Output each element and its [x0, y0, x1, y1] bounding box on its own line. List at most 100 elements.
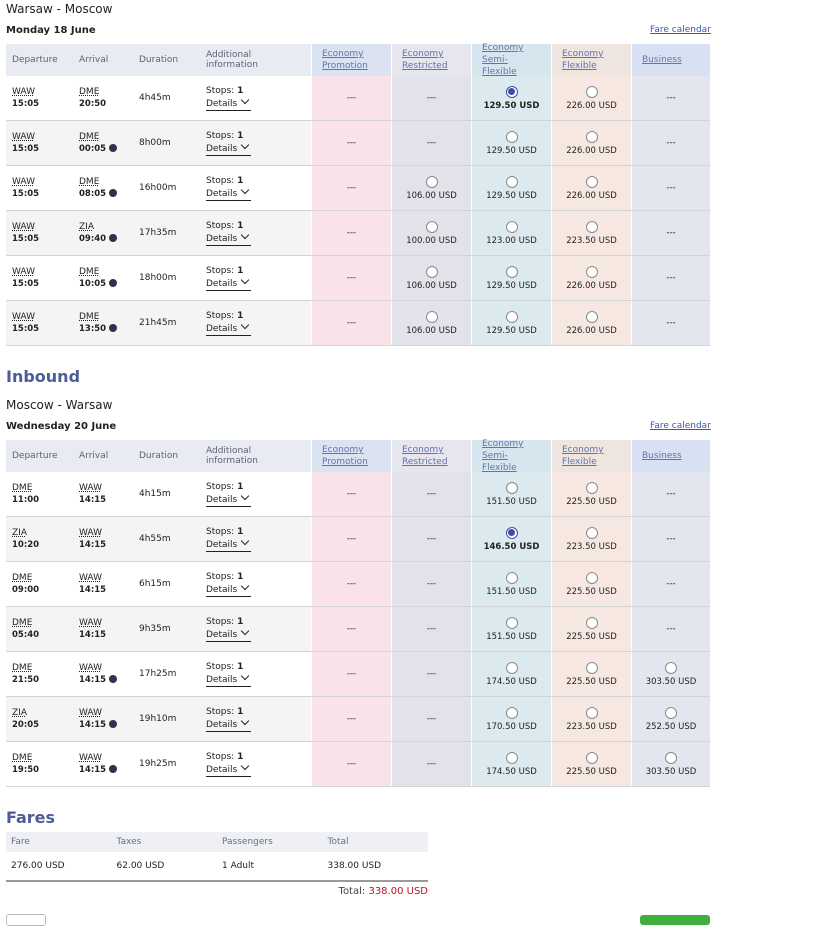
radio-button[interactable] [505, 310, 518, 323]
fare-class-header[interactable]: Business [631, 44, 710, 76]
radio-button[interactable] [505, 481, 518, 494]
radio-button[interactable] [585, 310, 598, 323]
radio-button[interactable] [505, 706, 518, 719]
radio-button[interactable] [425, 175, 438, 188]
radio-button[interactable] [585, 175, 598, 188]
radio-button[interactable] [585, 130, 598, 143]
radio-button[interactable] [585, 661, 598, 674]
radio-button[interactable] [425, 220, 438, 233]
stops-count: 1 [237, 572, 244, 582]
radio-button[interactable] [665, 706, 677, 719]
radio-button[interactable] [505, 265, 518, 278]
fare-price: 129.50 USD [486, 280, 537, 291]
radio-button[interactable] [585, 751, 598, 764]
continue-button[interactable] [640, 915, 710, 925]
stops-label: Stops: [206, 617, 235, 627]
radio-button[interactable] [505, 661, 518, 674]
departure-cell: DME 19:50 [6, 742, 73, 786]
radio-button[interactable] [585, 706, 598, 719]
details-link[interactable]: Details [206, 140, 252, 156]
details-link[interactable]: Details [206, 230, 252, 246]
radio-button[interactable] [585, 571, 598, 584]
radio-button[interactable] [425, 310, 438, 323]
details-link[interactable]: Details [206, 716, 252, 732]
details-link[interactable]: Details [206, 671, 252, 687]
stops: Stops: 1 [206, 616, 305, 628]
chevron [240, 536, 250, 546]
fare-calendar-link[interactable]: Fare calendar [650, 421, 711, 431]
details-link[interactable]: Details [206, 95, 252, 111]
fare-price: 129.50 USD [486, 325, 537, 336]
details-link[interactable]: Details [206, 275, 252, 291]
fare-class-header[interactable]: Economy Restricted [391, 44, 471, 76]
fare-cell: --- [311, 121, 391, 165]
duration-cell: 8h00m [133, 121, 200, 165]
details: Details [206, 536, 305, 552]
details-text: Details [206, 144, 238, 154]
fare-cell: 303.50 USD [631, 652, 710, 696]
radio-button[interactable] [585, 220, 598, 233]
radio-button[interactable] [505, 85, 518, 98]
details-link[interactable]: Details [206, 491, 252, 507]
radio-button[interactable] [665, 661, 677, 674]
fare-unavailable: --- [666, 183, 676, 193]
time: 11:00 [12, 495, 40, 505]
details-link[interactable]: Details [206, 581, 252, 597]
fare-price: 225.50 USD [566, 496, 617, 507]
details-link[interactable]: Details [206, 626, 252, 642]
fare-class-header[interactable]: Economy Promotion [311, 44, 391, 76]
radio-button[interactable] [585, 616, 598, 629]
fare-cell: --- [391, 652, 471, 696]
fare-class-header[interactable]: Business [631, 440, 710, 472]
fare-unavailable: --- [426, 579, 437, 589]
time: 09:00 [12, 585, 40, 595]
arrival-cell: WAW 14:15 [73, 562, 133, 606]
fare-class-header[interactable]: Economy Semi-Flexible [471, 439, 551, 473]
time: 15:05 [12, 99, 40, 109]
radio-button[interactable] [425, 265, 438, 278]
fare-cell: --- [311, 517, 391, 561]
radio-button[interactable] [665, 751, 677, 764]
radio-button[interactable] [505, 526, 518, 539]
radio-button[interactable] [505, 220, 518, 233]
info-cell: Stops: 1 Details [200, 652, 311, 696]
radio-button[interactable] [505, 751, 518, 764]
fare-cell: --- [631, 607, 710, 651]
radio-button[interactable] [505, 175, 518, 188]
fare-class-header[interactable]: Economy Restricted [391, 440, 471, 472]
airport-code: DME [79, 132, 100, 142]
fare-class-header[interactable]: Economy Flexible [551, 440, 631, 472]
fare-unavailable: --- [426, 669, 437, 679]
details-link[interactable]: Details [206, 536, 252, 552]
departure-cell: WAW 15:05 [6, 121, 73, 165]
details-text: Details [206, 99, 238, 109]
fare-price: 174.50 USD [486, 766, 537, 777]
arrival-cell: DME 13:50 [73, 301, 133, 345]
radio-button[interactable] [585, 481, 598, 494]
time: 14:15 [79, 719, 127, 731]
radio-button[interactable] [505, 130, 518, 143]
fare-class-header[interactable]: Economy Flexible [551, 44, 631, 76]
radio-button[interactable] [585, 265, 598, 278]
details-link[interactable]: Details [206, 320, 252, 336]
fare-calendar-link[interactable]: Fare calendar [650, 25, 711, 35]
time-text: 00:05 [79, 144, 107, 154]
back-button[interactable] [6, 914, 46, 926]
fare-cell: --- [311, 742, 391, 786]
details-link[interactable]: Details [206, 761, 252, 777]
radio-button[interactable] [505, 616, 518, 629]
stops: Stops: 1 [206, 661, 305, 673]
fare-unavailable: --- [346, 273, 357, 283]
fare-class-header[interactable]: Economy Promotion [311, 440, 391, 472]
radio-button[interactable] [505, 571, 518, 584]
details-link[interactable]: Details [206, 185, 252, 201]
fare-unavailable: --- [426, 759, 437, 769]
fare-unavailable: --- [346, 759, 357, 769]
radio-button[interactable] [585, 526, 598, 539]
time: 14:15 [79, 674, 127, 686]
radio-button[interactable] [585, 85, 598, 98]
fare-price: 170.50 USD [486, 721, 537, 732]
time-text: 10:05 [79, 279, 107, 289]
fare-class-header[interactable]: Economy Semi-Flexible [471, 43, 551, 77]
time: 15:05 [12, 234, 40, 244]
